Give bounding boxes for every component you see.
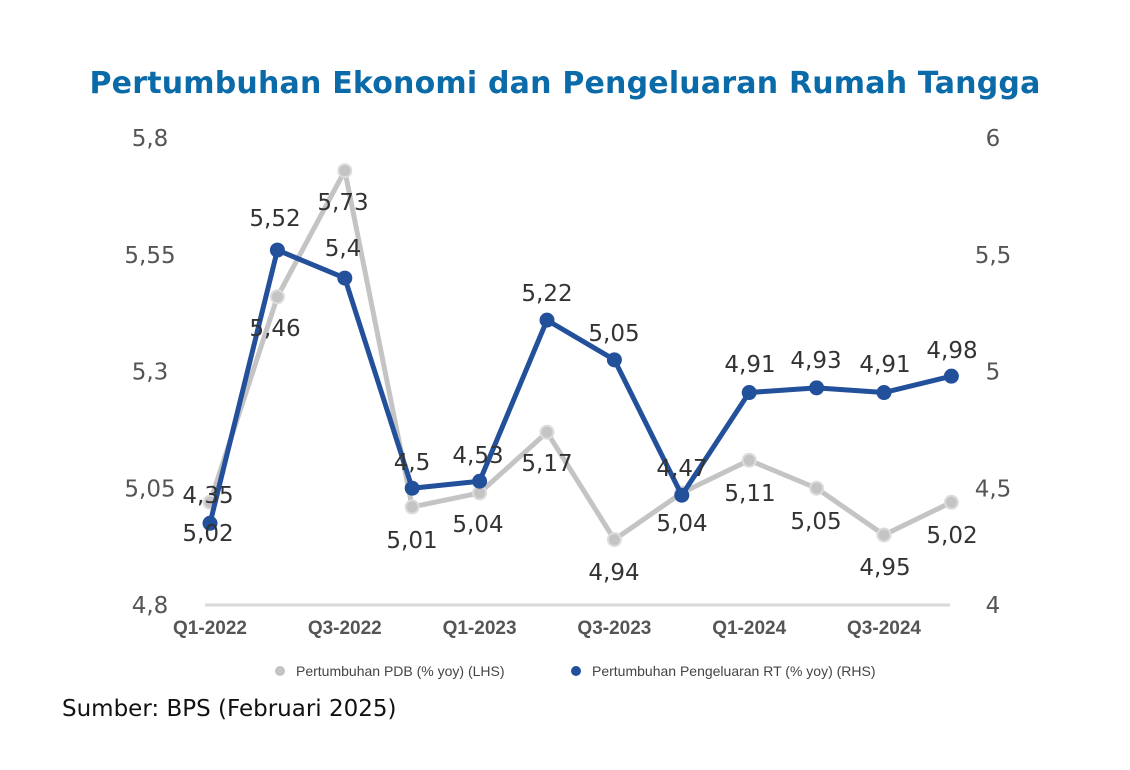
data-label: 4,94 — [588, 560, 639, 586]
data-point — [202, 515, 218, 531]
data-label: 5,11 — [724, 481, 775, 507]
data-label: 4,35 — [182, 483, 233, 509]
x-tick-label: Q1-2023 — [443, 618, 517, 639]
series-line-rt — [207, 247, 952, 524]
data-point — [404, 480, 420, 496]
data-label: 5,02 — [926, 523, 977, 549]
data-point — [606, 352, 622, 368]
source-note: Sumber: BPS (Februari 2025) — [62, 696, 397, 722]
data-label: 5,01 — [386, 528, 437, 554]
x-tick-label: Q1-2024 — [712, 618, 786, 639]
data-label: 5,22 — [521, 281, 572, 307]
data-point — [269, 242, 285, 258]
data-label: 4,91 — [724, 352, 775, 378]
data-point — [606, 532, 622, 548]
data-point — [741, 452, 757, 468]
data-label: 4,95 — [859, 555, 910, 581]
x-tick-label: Q3-2024 — [847, 618, 921, 639]
data-point — [404, 499, 420, 515]
y-left-tick-label: 5,8 — [132, 126, 169, 152]
chart-title: Pertumbuhan Ekonomi dan Pengeluaran Ruma… — [89, 66, 1041, 101]
x-tick-label: Q3-2022 — [308, 618, 382, 639]
y-left-tick-label: 5,3 — [132, 360, 169, 386]
data-label: 4,91 — [859, 352, 910, 378]
data-label: 4,5 — [394, 450, 431, 476]
y-left-tick-label: 5,55 — [124, 243, 175, 269]
data-label: 4,47 — [656, 456, 707, 482]
y-left-tick-label: 4,8 — [132, 593, 169, 619]
legend-marker-rt — [571, 666, 581, 676]
data-point — [876, 527, 892, 543]
legend-marker-pdb — [275, 666, 285, 676]
legend-label-rt: Pertumbuhan Pengeluaran RT (% yoy) (RHS) — [592, 663, 876, 679]
data-label: 5,73 — [317, 190, 368, 216]
x-tick-label: Q3-2023 — [577, 618, 651, 639]
data-point — [337, 163, 353, 179]
data-point — [876, 385, 892, 401]
data-label: 5,05 — [790, 509, 841, 535]
data-point — [539, 424, 555, 440]
data-label: 4,98 — [926, 338, 977, 364]
data-point — [943, 368, 959, 384]
data-point — [337, 270, 353, 286]
data-point — [943, 494, 959, 510]
data-label: 4,53 — [452, 443, 503, 469]
data-label: 5,46 — [249, 316, 300, 342]
data-label: 4,93 — [790, 348, 841, 374]
data-point — [741, 385, 757, 401]
data-point — [674, 487, 690, 503]
legend-label-pdb: Pertumbuhan PDB (% yoy) (LHS) — [296, 663, 505, 679]
data-point — [269, 289, 285, 305]
data-label: 5,04 — [452, 512, 503, 538]
data-point — [539, 312, 555, 328]
y-right-tick-label: 5 — [986, 360, 1001, 386]
series-line-pdb — [207, 168, 953, 543]
y-right-tick-label: 4 — [986, 593, 1001, 619]
data-point — [809, 480, 825, 496]
data-label: 5,17 — [521, 451, 572, 477]
y-right-tick-label: 5,5 — [975, 243, 1012, 269]
y-left-tick-label: 5,05 — [124, 476, 175, 502]
data-label: 5,05 — [588, 321, 639, 347]
y-right-tick-label: 6 — [986, 126, 1001, 152]
data-label: 5,04 — [656, 511, 707, 537]
data-point — [809, 380, 825, 396]
y-right-tick-label: 4,5 — [975, 476, 1012, 502]
data-point — [472, 473, 488, 489]
x-tick-label: Q1-2022 — [173, 618, 247, 639]
data-label: 5,52 — [249, 206, 300, 232]
data-label: 5,4 — [325, 236, 362, 262]
data-label: 5,02 — [182, 521, 233, 547]
